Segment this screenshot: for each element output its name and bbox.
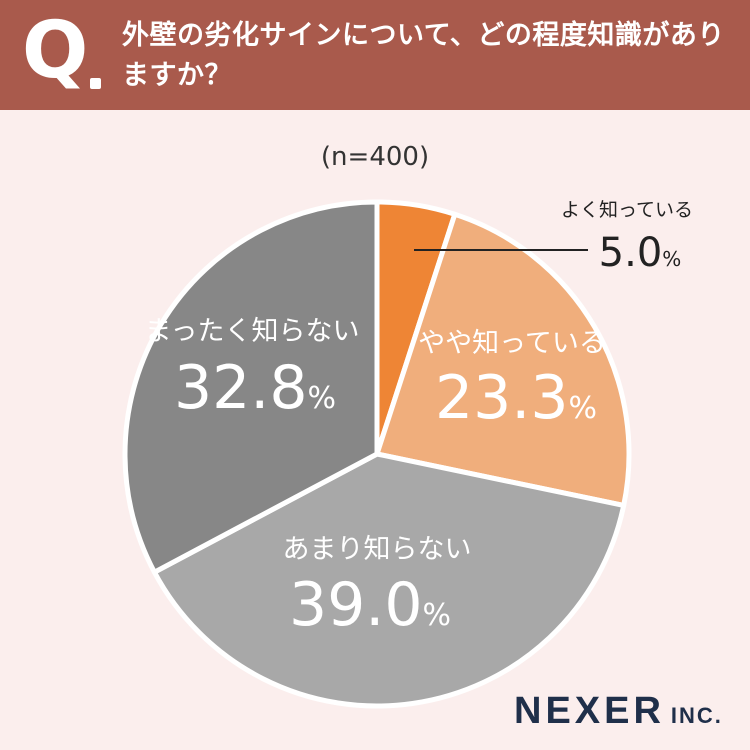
label-little-known: あまり知らない (283, 534, 472, 565)
label-somewhat-known: やや知っている (418, 328, 606, 359)
nexer-logo: NEXER INC. (514, 690, 723, 733)
question-text: 外壁の劣化サインについて、どの程度知識がありますか？ (122, 20, 725, 91)
question-header: Q 外壁の劣化サインについて、どの程度知識がありますか？ (0, 0, 750, 110)
logo-main-text: NEXER (514, 690, 665, 732)
q-dot (90, 78, 101, 89)
value-not-known: 32.8% (174, 353, 336, 423)
logo-sub-text: INC. (670, 703, 723, 728)
pie-slice-somewhat-known (374, 211, 632, 508)
label-well-known: よく知っている (561, 199, 693, 221)
label-not-known: まったく知らない (145, 316, 360, 347)
q-letter: Q (22, 6, 89, 96)
pie-slice-not-known (122, 199, 380, 575)
value-well-known: 5.0% (599, 230, 682, 276)
pie-slice-little-known (151, 451, 627, 709)
value-little-known: 39.0% (289, 570, 451, 640)
sample-size-label: (n=400) (320, 142, 430, 172)
value-somewhat-known: 23.3% (435, 363, 597, 433)
